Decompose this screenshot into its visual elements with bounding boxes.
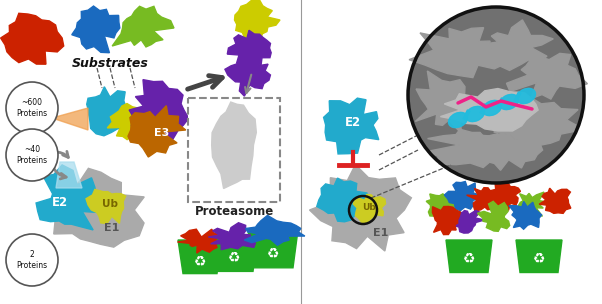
Ellipse shape [448,112,468,128]
Polygon shape [539,188,571,213]
Ellipse shape [465,106,485,122]
Text: ~600
Proteins: ~600 Proteins [16,98,48,118]
Polygon shape [494,96,578,156]
Polygon shape [87,87,128,136]
Polygon shape [509,202,542,229]
Text: E1: E1 [104,223,120,233]
Polygon shape [208,223,255,250]
Polygon shape [409,28,505,78]
Polygon shape [128,106,186,157]
Polygon shape [248,230,298,268]
Polygon shape [472,133,542,170]
Text: E3: E3 [154,128,170,138]
Ellipse shape [500,94,518,110]
Polygon shape [178,229,228,253]
Text: E1: E1 [373,228,389,238]
Text: ~40
Proteins: ~40 Proteins [16,145,48,165]
Polygon shape [489,179,521,210]
Circle shape [6,82,58,134]
Polygon shape [129,80,188,140]
Ellipse shape [482,100,501,116]
Polygon shape [467,188,506,211]
Text: ♻: ♻ [533,252,545,266]
Text: E2: E2 [345,116,361,129]
Polygon shape [506,52,588,99]
Polygon shape [317,178,367,222]
Text: ♻: ♻ [194,255,206,269]
Polygon shape [477,201,510,231]
Polygon shape [516,192,545,219]
Text: ♻: ♻ [463,252,475,266]
Polygon shape [56,162,82,188]
Text: Ub: Ub [102,199,118,209]
Polygon shape [225,59,270,96]
Polygon shape [210,235,258,271]
Polygon shape [440,88,538,131]
Polygon shape [244,216,305,245]
Polygon shape [427,129,526,168]
Polygon shape [1,13,64,64]
Text: Ub: Ub [362,202,376,212]
Polygon shape [426,194,458,224]
Polygon shape [178,240,222,274]
Polygon shape [309,164,411,251]
Polygon shape [112,6,174,47]
Polygon shape [235,0,280,43]
Ellipse shape [517,88,536,104]
Text: 2
Proteins: 2 Proteins [16,250,48,270]
Polygon shape [212,102,256,188]
Polygon shape [415,71,484,134]
Polygon shape [432,206,461,235]
Circle shape [408,7,584,183]
Text: ♻: ♻ [267,247,279,261]
Polygon shape [52,168,144,247]
FancyBboxPatch shape [188,98,280,202]
Circle shape [6,129,58,181]
Circle shape [6,234,58,286]
Polygon shape [476,20,553,71]
Polygon shape [516,240,562,272]
Polygon shape [444,181,479,211]
Text: Proteasome: Proteasome [194,205,274,218]
Polygon shape [353,195,385,223]
Polygon shape [446,240,492,272]
Polygon shape [72,6,120,53]
Polygon shape [86,189,126,223]
Polygon shape [107,104,152,140]
Polygon shape [36,165,104,230]
Text: ♻: ♻ [228,251,240,265]
Text: E2: E2 [52,196,68,209]
Polygon shape [324,98,379,154]
Polygon shape [228,30,271,66]
Polygon shape [449,210,485,233]
Text: Substrates: Substrates [72,57,149,70]
Polygon shape [52,108,88,130]
